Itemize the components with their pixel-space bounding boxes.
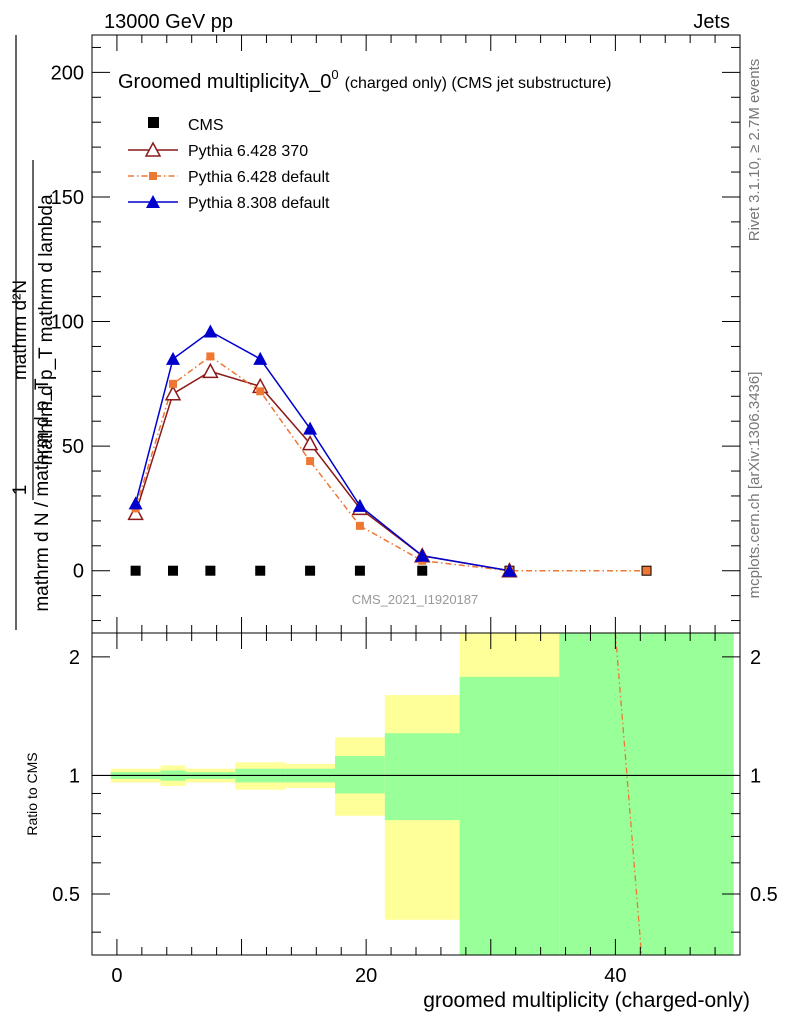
ratio-y-tick-label-left: 0.5: [52, 884, 80, 906]
legend-marker-pythia6-370: [144, 141, 162, 157]
chart-title-superscript: 0: [331, 67, 338, 82]
y-label-denominator: mathrm d p_T mathrm d lambda: [36, 194, 57, 465]
data-point-cms: [168, 565, 178, 576]
series-line-1: [134, 370, 510, 572]
y-tick-label: 100: [51, 312, 84, 334]
data-point-pythia6-370: [164, 385, 182, 401]
chart-title: Groomed multiplicityλ_00 (charged only) (…: [118, 67, 611, 93]
header-right: Jets: [693, 11, 730, 33]
data-point-cms: [130, 565, 141, 576]
data-point-pythia6-370: [301, 435, 319, 451]
legend-label-cms: CMS: [188, 117, 224, 134]
data-point-pythia6-default: [256, 387, 265, 396]
data-point-pythia8-default: [415, 548, 430, 562]
y-tick-label: 150: [51, 187, 84, 209]
y-label-prefix-denominator: mathrm d N / mathrm d p_T: [32, 378, 53, 612]
ratio-band-green: [335, 756, 385, 794]
ratio-y-tick-label-right: 0.5: [750, 884, 778, 906]
y-tick-label: 50: [62, 436, 84, 458]
x-tick-label: 40: [604, 965, 626, 987]
ratio-panel: 0.5 0.5 1 1 2 2 0 20 40 Ratio to CMS groomed mu…: [24, 632, 778, 1012]
data-point-cms: [417, 565, 428, 576]
series-line-2: [134, 355, 647, 572]
y-label-numerator: mathrm d²N: [10, 280, 31, 380]
data-point-pythia6-370: [127, 504, 144, 521]
rivet-version-label: Rivet 3.1.10, ≥ 2.7M events: [746, 59, 763, 242]
chart-title-suffix: (charged only) (CMS jet substructure): [345, 75, 612, 92]
ratio-y-tick-label-left: 1: [69, 765, 80, 787]
ratio-y-tick-label-left: 2: [69, 647, 80, 669]
ratio-y-ticks: 0.5 0.5 1 1 2 2: [52, 647, 778, 933]
data-point-pythia8-default: [352, 498, 367, 512]
ratio-y-axis-label: Ratio to CMS: [24, 752, 40, 835]
chart-title-main: Groomed multiplicityλ_0: [118, 71, 331, 93]
ratio-y-tick-label-right: 1: [750, 765, 761, 787]
legend-marker-pythia8-default: [146, 195, 160, 208]
legend-label-pythia8-default: Pythia 8.308 default: [188, 195, 330, 212]
data-point-pythia8-default: [253, 351, 268, 365]
x-axis-label: groomed multiplicity (charged-only): [423, 989, 750, 1012]
header-left: 13000 GeV pp: [104, 11, 233, 33]
main-y-ticks: 0 50 100 150 200: [51, 46, 740, 622]
main-x-ticks: [116, 35, 741, 633]
data-point-pythia8-default: [128, 496, 143, 510]
legend-marker-pythia6-default: [149, 172, 157, 180]
data-point-cms: [305, 565, 316, 576]
legend-label-pythia6-370: Pythia 6.428 370: [188, 143, 308, 160]
data-point-pythia8-default: [303, 421, 318, 435]
data-point-pythia8-default: [502, 563, 517, 577]
legend: CMS Pythia 6.428 370 Pythia 6.428 defaul…: [128, 117, 330, 212]
legend-label-pythia6-default: Pythia 6.428 default: [188, 169, 330, 186]
y-label-prefix-numerator: 1: [10, 485, 31, 496]
ratio-band-green: [384, 733, 460, 821]
ratio-y-tick-label-right: 2: [750, 647, 761, 669]
data-point-pythia6-default: [306, 457, 315, 466]
ratio-band-green: [459, 676, 560, 955]
data-point-cms: [255, 565, 266, 576]
mcplots-label: mcplots.cern.ch [arXiv:1306.3436]: [746, 372, 763, 599]
data-point-pythia6-default: [169, 379, 177, 388]
y-tick-label: 0: [73, 561, 84, 583]
data-point-pythia6-default: [642, 566, 651, 575]
data-point-pythia6-default: [206, 352, 215, 361]
series-line-3: [134, 330, 510, 572]
data-point-cms: [354, 565, 365, 576]
ratio-bands-layer: [110, 633, 734, 955]
analysis-id: CMS_2021_I1920187: [352, 592, 479, 607]
x-tick-label: 20: [355, 965, 377, 987]
main-series-layer: [127, 324, 652, 578]
legend-marker-cms: [148, 117, 159, 128]
ratio-x-ticks: 0 20 40: [111, 633, 741, 987]
data-point-cms: [205, 565, 216, 576]
x-tick-label: 0: [111, 965, 122, 987]
main-y-axis-label: mathrm d²N mathrm d p_T mathrm d lambda …: [10, 35, 57, 630]
y-tick-label: 200: [51, 62, 84, 84]
data-point-pythia6-default: [355, 521, 364, 530]
data-point-pythia8-default: [203, 324, 218, 338]
data-point-pythia6-370: [202, 362, 219, 379]
ratio-band-green: [559, 633, 734, 955]
data-point-pythia8-default: [166, 351, 180, 365]
